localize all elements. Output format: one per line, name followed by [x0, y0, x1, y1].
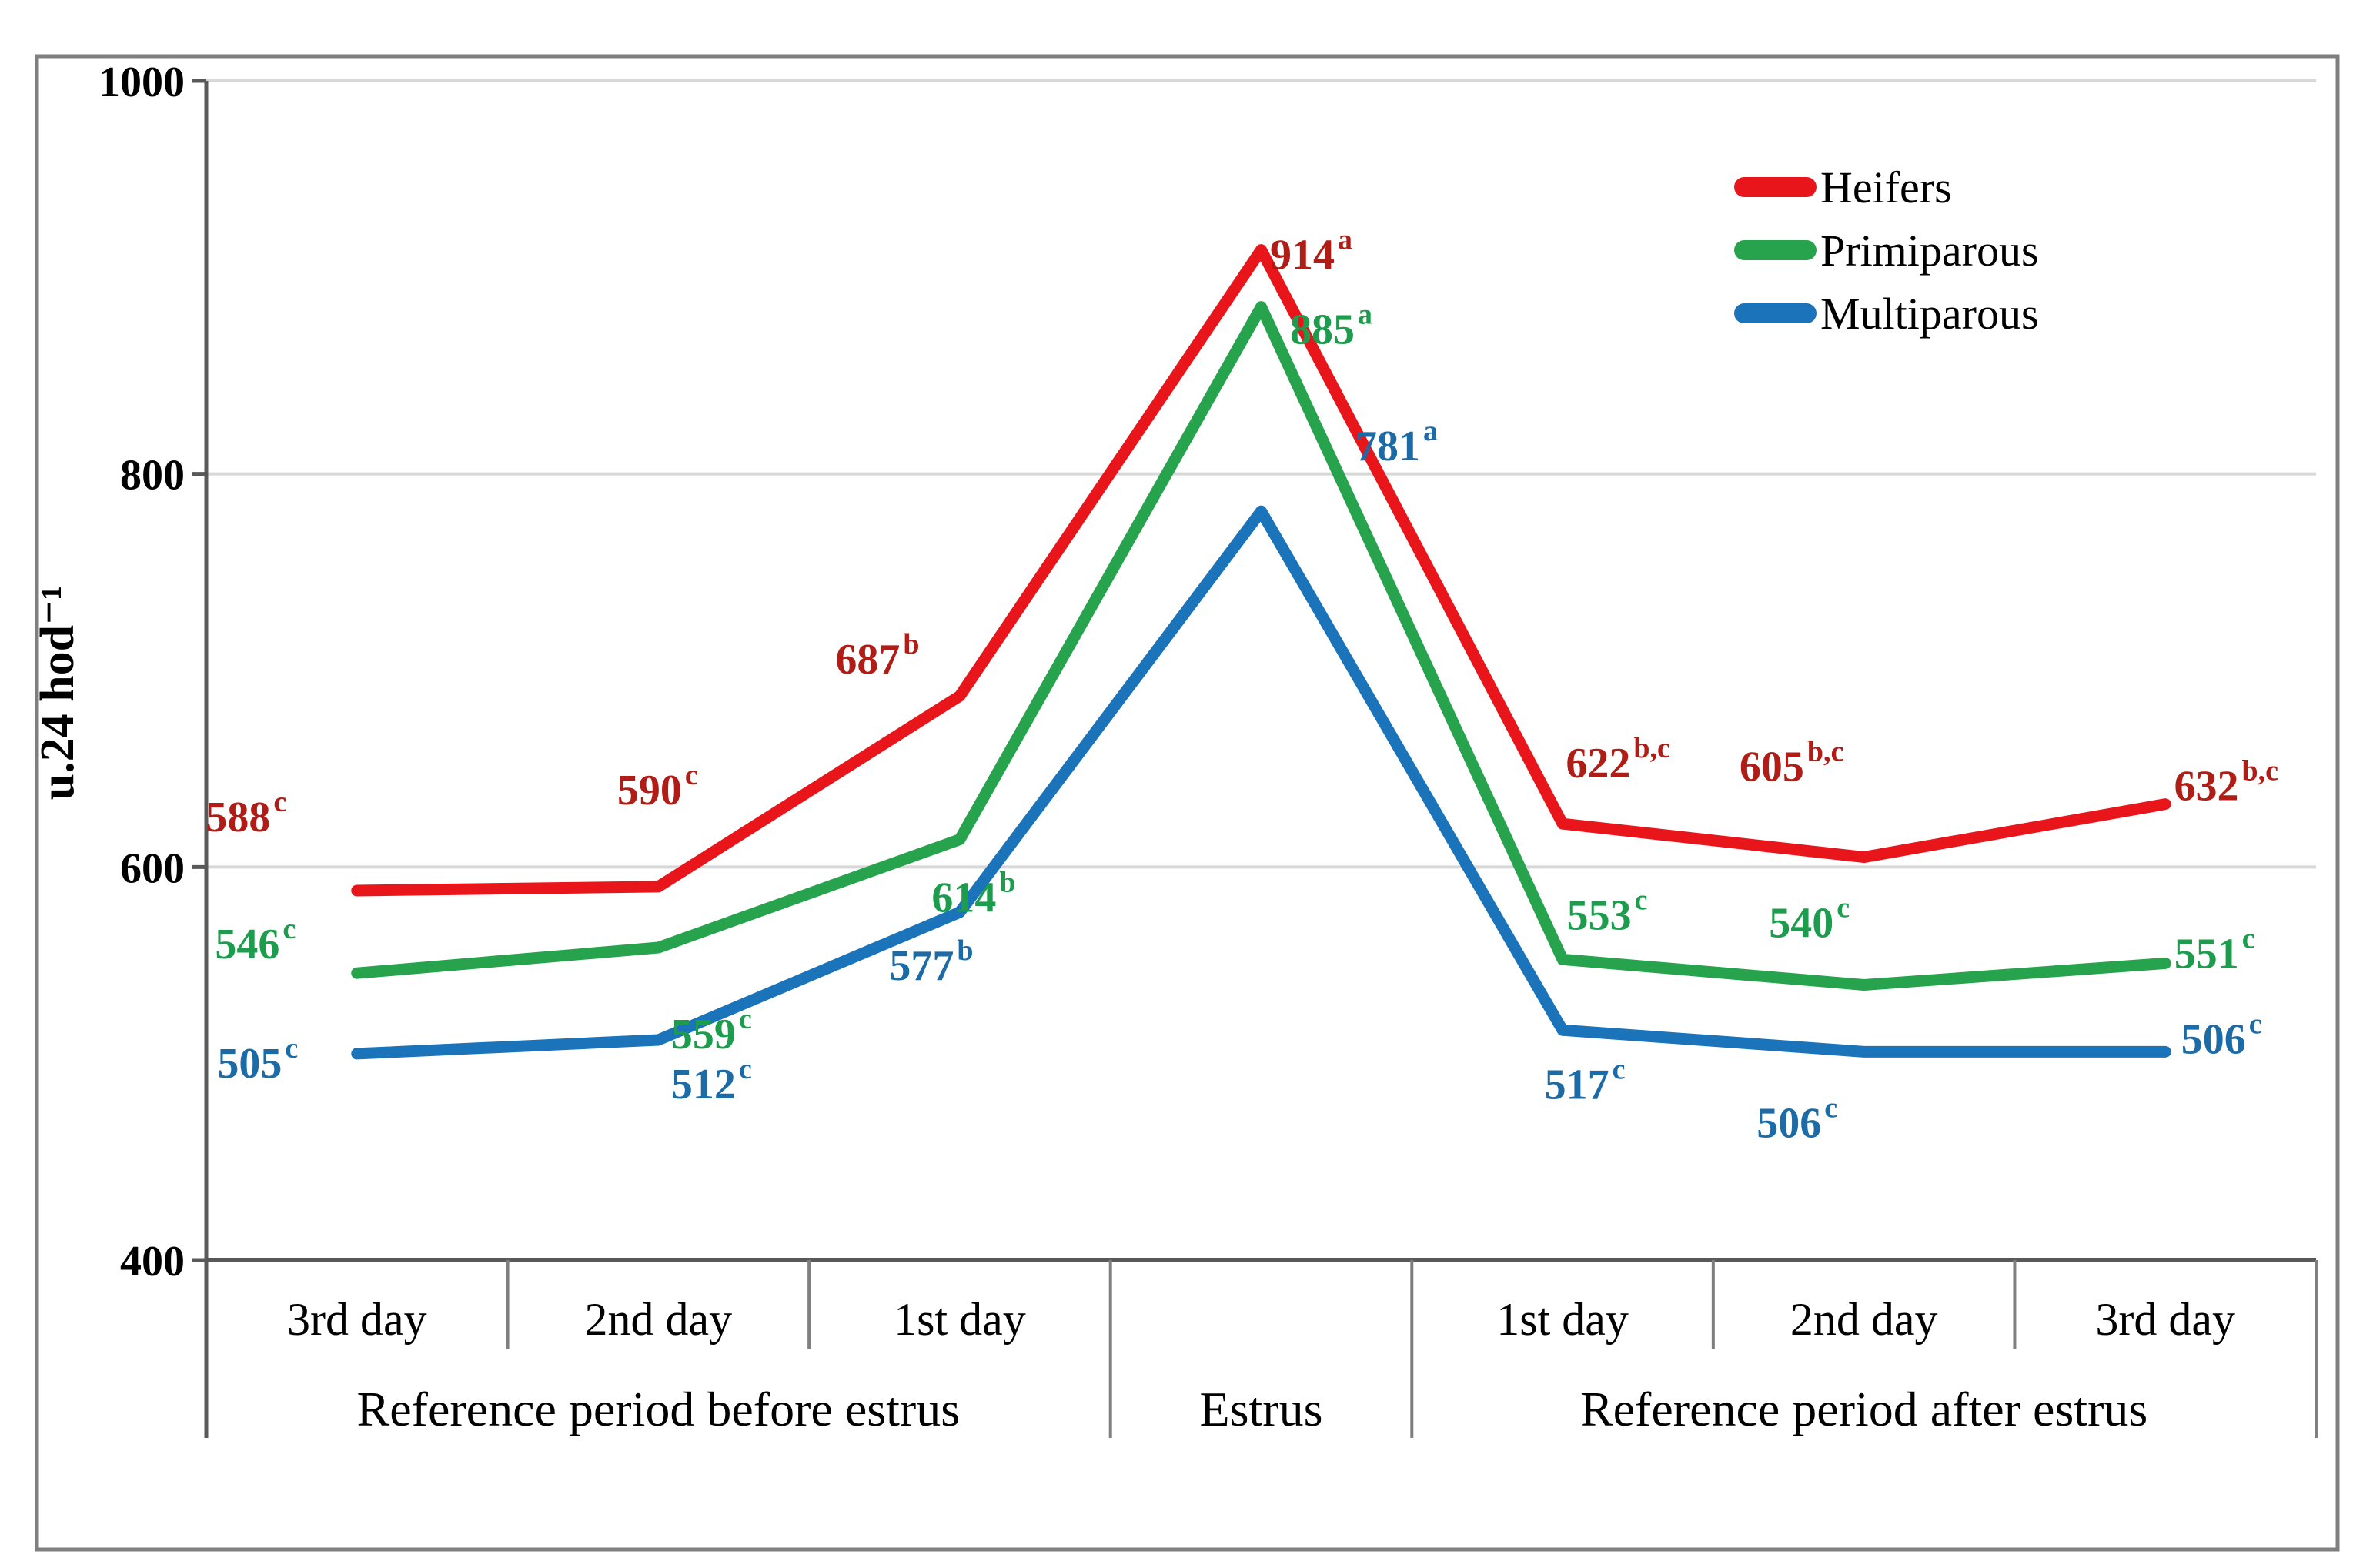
- data-label-superscript: c: [1837, 892, 1850, 924]
- series-line-multiparous: [351, 505, 2171, 1060]
- data-label-primiparous-6: 551 c: [2174, 922, 2255, 978]
- y-tick-label-800: 800: [120, 452, 185, 500]
- x-axis-day-label: 2nd day: [585, 1294, 733, 1345]
- data-label-superscript: c: [285, 1032, 298, 1065]
- data-label-heifers-2: 687 b: [835, 628, 919, 684]
- data-label-superscript: c: [739, 1053, 752, 1085]
- data-label-primiparous-5: 540 c: [1769, 892, 1850, 948]
- data-label-heifers-5: 605 b,c: [1740, 736, 1844, 791]
- data-label-primiparous-1: 559 c: [671, 1003, 752, 1058]
- data-label-heifers-4: 622 b,c: [1566, 732, 1670, 787]
- y-tick-label-600: 600: [120, 844, 185, 892]
- data-label-superscript: b: [957, 934, 973, 967]
- legend-label-multiparous: Multiparous: [1820, 289, 2039, 339]
- data-label-superscript: a: [1338, 224, 1352, 256]
- x-axis-day-label: 3rd day: [287, 1294, 427, 1345]
- data-label-superscript: a: [1358, 299, 1372, 331]
- x-axis-group-label: Reference period after estrus: [1580, 1382, 2147, 1436]
- series-line-primiparous: [351, 301, 2171, 991]
- data-label-superscript: b,c: [1807, 736, 1844, 768]
- x-axis-group-label: Estrus: [1200, 1382, 1323, 1436]
- data-label-heifers-3: 914 a: [1270, 224, 1352, 279]
- data-label-multiparous-1: 512 c: [671, 1053, 752, 1108]
- data-label-multiparous-0: 505 c: [217, 1032, 298, 1088]
- data-label-superscript: c: [1635, 884, 1648, 916]
- data-label-primiparous-4: 553 c: [1567, 884, 1648, 939]
- data-label-superscript: c: [685, 759, 698, 791]
- data-label-heifers-0: 588 c: [206, 786, 286, 841]
- x-axis-day-label: 3rd day: [2095, 1294, 2235, 1345]
- data-label-superscript: a: [1423, 415, 1438, 447]
- x-axis-day-label: 1st day: [1496, 1294, 1629, 1345]
- data-label-multiparous-4: 517 c: [1545, 1053, 1626, 1108]
- data-label-superscript: c: [1824, 1092, 1837, 1124]
- data-label-superscript: b: [999, 867, 1015, 899]
- figure-border: [35, 54, 2340, 1552]
- data-label-heifers-6: 632 b,c: [2174, 755, 2278, 811]
- data-label-superscript: c: [2249, 1008, 2262, 1040]
- y-tick-label-1000: 1000: [99, 59, 185, 106]
- data-label-superscript: c: [273, 786, 286, 818]
- data-label-multiparous-5: 506 c: [1756, 1092, 1837, 1147]
- legend-swatch-heifers: [1734, 177, 1817, 197]
- data-label-superscript: c: [1613, 1053, 1626, 1085]
- y-tick-label-400: 400: [120, 1238, 185, 1285]
- data-label-primiparous-0: 546 c: [215, 913, 296, 968]
- series-line-heifers: [351, 244, 2171, 897]
- data-label-multiparous-3: 781 a: [1355, 415, 1438, 470]
- data-label-multiparous-6: 506 c: [2181, 1008, 2262, 1063]
- data-label-superscript: b,c: [1633, 732, 1670, 764]
- data-label-superscript: c: [2242, 922, 2255, 955]
- legend-swatch-primiparous: [1734, 240, 1817, 260]
- data-label-heifers-1: 590 c: [617, 759, 698, 814]
- data-label-multiparous-2: 577 b: [889, 934, 973, 990]
- data-label-superscript: b,c: [2241, 755, 2278, 787]
- data-label-superscript: c: [739, 1003, 752, 1035]
- data-label-primiparous-3: 885 a: [1290, 299, 1372, 354]
- legend-label-primiparous: Primiparous: [1820, 226, 2039, 276]
- data-label-superscript: b: [903, 628, 919, 660]
- legend-label-heifers: Heifers: [1820, 162, 1952, 212]
- x-axis-day-label: 2nd day: [1790, 1294, 1938, 1345]
- legend-swatch-multiparous: [1734, 303, 1817, 323]
- data-label-superscript: c: [282, 913, 296, 945]
- data-label-primiparous-2: 614 b: [931, 867, 1015, 922]
- x-axis-day-label: 1st day: [894, 1294, 1026, 1345]
- x-axis-group-label: Reference period before estrus: [357, 1382, 961, 1436]
- y-axis-title: u.24 hod⁻¹: [32, 586, 84, 801]
